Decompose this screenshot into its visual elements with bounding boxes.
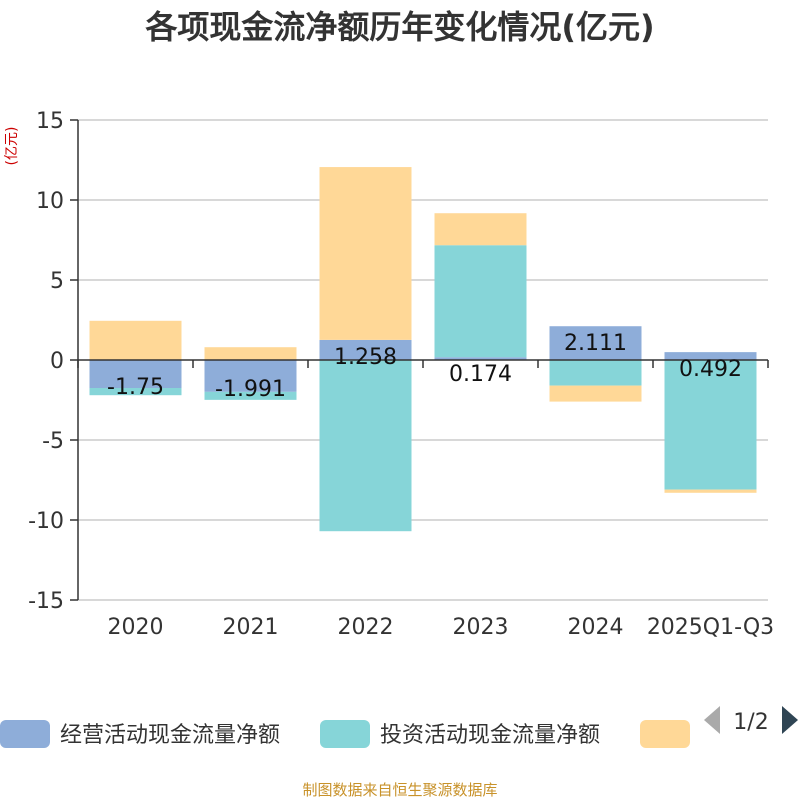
bars <box>89 167 757 532</box>
source-note: 制图数据来自恒生聚源数据库 <box>302 781 497 799</box>
data-label-2024: 2.111 <box>564 331 627 356</box>
legend-swatch-0[interactable] <box>0 720 50 748</box>
data-label-2020: -1.75 <box>107 375 164 400</box>
legend-next-icon[interactable] <box>782 706 798 734</box>
x-axis-labels: 2020 2021 2022 2023 2024 2025Q1-Q3 <box>108 615 775 640</box>
bar-series-2-2023[interactable] <box>434 213 527 246</box>
x-axis <box>77 359 769 368</box>
y-tick-label: 10 <box>36 189 64 214</box>
x-tick-label-2025Q1-Q3: 2025Q1-Q3 <box>647 615 774 640</box>
bar-series-0-2023[interactable] <box>434 357 527 360</box>
bar-series-1-2024[interactable] <box>549 360 642 386</box>
bar-series-2-2022[interactable] <box>319 167 412 340</box>
legend-page-indicator: 1/2 <box>733 710 768 735</box>
legend-swatch-2[interactable] <box>640 720 690 748</box>
bar-series-2-2024[interactable] <box>549 385 642 402</box>
y-axis-unit: (亿元) <box>4 127 20 166</box>
x-tick-label-2024: 2024 <box>568 615 624 640</box>
y-tick-label: 5 <box>50 269 64 294</box>
y-tick-label: 15 <box>36 109 64 134</box>
data-labels: -1.75 -1.991 1.258 0.174 2.111 0.492 <box>107 331 742 402</box>
y-tick-label: -5 <box>42 429 64 454</box>
y-tick-label: -10 <box>28 509 64 534</box>
legend: 经营活动现金流量净额 投资活动现金流量净额 <box>0 720 690 748</box>
bar-series-1-2021[interactable] <box>204 391 297 400</box>
y-tick-label: 0 <box>50 349 64 374</box>
bar-series-1-2020[interactable] <box>89 388 182 396</box>
bar-series-1-2022[interactable] <box>319 360 412 532</box>
legend-label-0[interactable]: 经营活动现金流量净额 <box>60 723 280 748</box>
data-label-2023: 0.174 <box>449 362 512 387</box>
bar-series-1-2023[interactable] <box>434 245 527 358</box>
x-tick-label-2020: 2020 <box>108 615 164 640</box>
bar-series-2-2020[interactable] <box>89 320 182 360</box>
x-tick-label-2022: 2022 <box>338 615 394 640</box>
bar-series-1-2025Q1-Q3[interactable] <box>664 360 757 490</box>
bar-series-2-2021[interactable] <box>204 347 297 360</box>
data-label-2025Q1-Q3: 0.492 <box>679 357 742 382</box>
legend-swatch-1[interactable] <box>320 720 370 748</box>
bar-series-0-2021[interactable] <box>204 360 297 392</box>
x-tick-label-2021: 2021 <box>223 615 279 640</box>
data-label-2021: -1.991 <box>215 377 286 402</box>
bar-series-0-2025Q1-Q3[interactable] <box>664 352 757 360</box>
bar-series-0-2024[interactable] <box>549 326 642 360</box>
bar-series-0-2020[interactable] <box>89 360 182 388</box>
y-tick-label: -15 <box>28 589 64 614</box>
bar-series-0-2022[interactable] <box>319 339 412 360</box>
bar-series-2-2025Q1-Q3[interactable] <box>664 489 757 493</box>
chart-title: 各项现金流净额历年变化情况(亿元) <box>145 8 654 46</box>
legend-pager: 1/2 <box>704 706 798 735</box>
legend-prev-icon[interactable] <box>704 706 720 734</box>
data-label-2022: 1.258 <box>334 345 397 370</box>
x-tick-label-2023: 2023 <box>453 615 509 640</box>
legend-label-1[interactable]: 投资活动现金流量净额 <box>380 723 600 748</box>
y-axis-ticks: 15 10 5 0 -5 -10 -15 <box>28 109 79 614</box>
grid-lines <box>78 119 768 601</box>
